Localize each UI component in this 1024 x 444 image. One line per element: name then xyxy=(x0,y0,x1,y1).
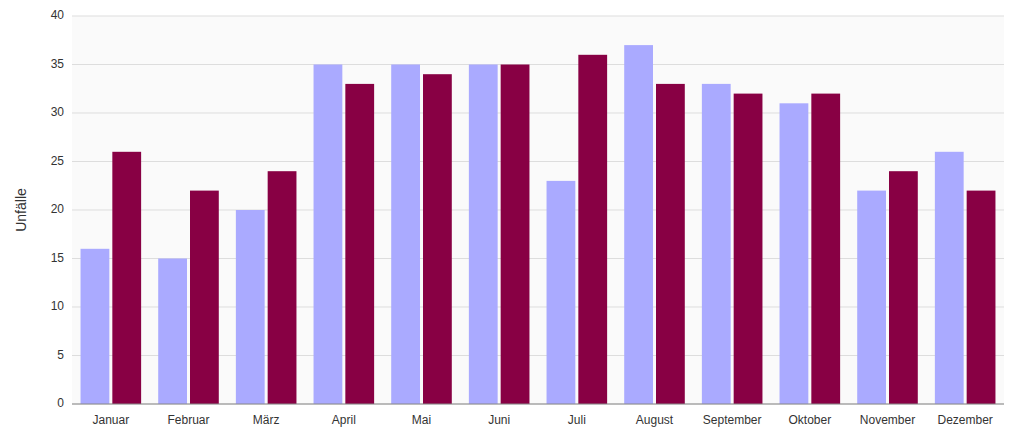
bar xyxy=(423,74,452,404)
x-tick-label: August xyxy=(636,413,674,427)
bar xyxy=(734,94,763,404)
bar xyxy=(236,210,265,404)
bar xyxy=(935,152,964,404)
bar xyxy=(391,65,420,405)
grid-line xyxy=(72,16,1004,17)
y-tick-label: 10 xyxy=(51,299,65,313)
x-tick-label: Juli xyxy=(568,413,586,427)
bar xyxy=(345,84,374,404)
x-tick-label: Juni xyxy=(488,413,510,427)
bar xyxy=(268,171,297,404)
bar xyxy=(469,65,498,405)
y-tick-label: 25 xyxy=(51,154,65,168)
y-tick-label: 20 xyxy=(51,202,65,216)
bar xyxy=(656,84,685,404)
grid-line xyxy=(72,404,1004,405)
chart-container: 0 5 10 15 20 25 30 35 40 Januar Februar März April Ma… xyxy=(0,0,1024,444)
x-axis: Januar Februar März April Mai Juni Juli August S… xyxy=(92,413,992,427)
bar xyxy=(857,191,886,404)
bar xyxy=(81,249,110,404)
chart: 0 5 10 15 20 25 30 35 40 Januar Februar März April Ma… xyxy=(0,0,1024,444)
y-axis: 0 5 10 15 20 25 30 35 40 xyxy=(51,8,1004,410)
y-tick-label: 35 xyxy=(51,57,65,71)
bar xyxy=(314,65,343,405)
bar xyxy=(158,259,187,405)
grid-line xyxy=(72,161,1004,162)
bar xyxy=(889,171,918,404)
bar xyxy=(702,84,731,404)
x-tick-label: November xyxy=(860,413,915,427)
grid-line xyxy=(72,64,1004,65)
y-axis-label: Unfälle xyxy=(13,188,29,232)
y-tick-label: 30 xyxy=(51,105,65,119)
x-tick-label: März xyxy=(253,413,280,427)
bar xyxy=(547,181,576,404)
x-tick-label: Januar xyxy=(92,413,129,427)
grid-line xyxy=(72,113,1004,114)
bar xyxy=(112,152,141,404)
x-tick-label: Dezember xyxy=(937,413,992,427)
x-tick-label: April xyxy=(332,413,356,427)
x-tick-label: Mai xyxy=(412,413,431,427)
x-tick-label: Februar xyxy=(167,413,209,427)
bar xyxy=(811,94,840,404)
bar xyxy=(624,45,653,404)
bars xyxy=(81,45,996,404)
y-tick-label: 15 xyxy=(51,251,65,265)
y-tick-label: 0 xyxy=(57,396,64,410)
bar xyxy=(967,191,996,404)
y-tick-label: 40 xyxy=(51,8,65,22)
x-axis-line xyxy=(72,404,1004,405)
bar xyxy=(780,103,809,404)
plot-area xyxy=(72,16,1004,404)
bar xyxy=(578,55,607,404)
bar xyxy=(501,65,530,405)
y-tick-label: 5 xyxy=(57,348,64,362)
x-tick-label: September xyxy=(703,413,762,427)
x-tick-label: Oktober xyxy=(788,413,831,427)
bar xyxy=(190,191,219,404)
